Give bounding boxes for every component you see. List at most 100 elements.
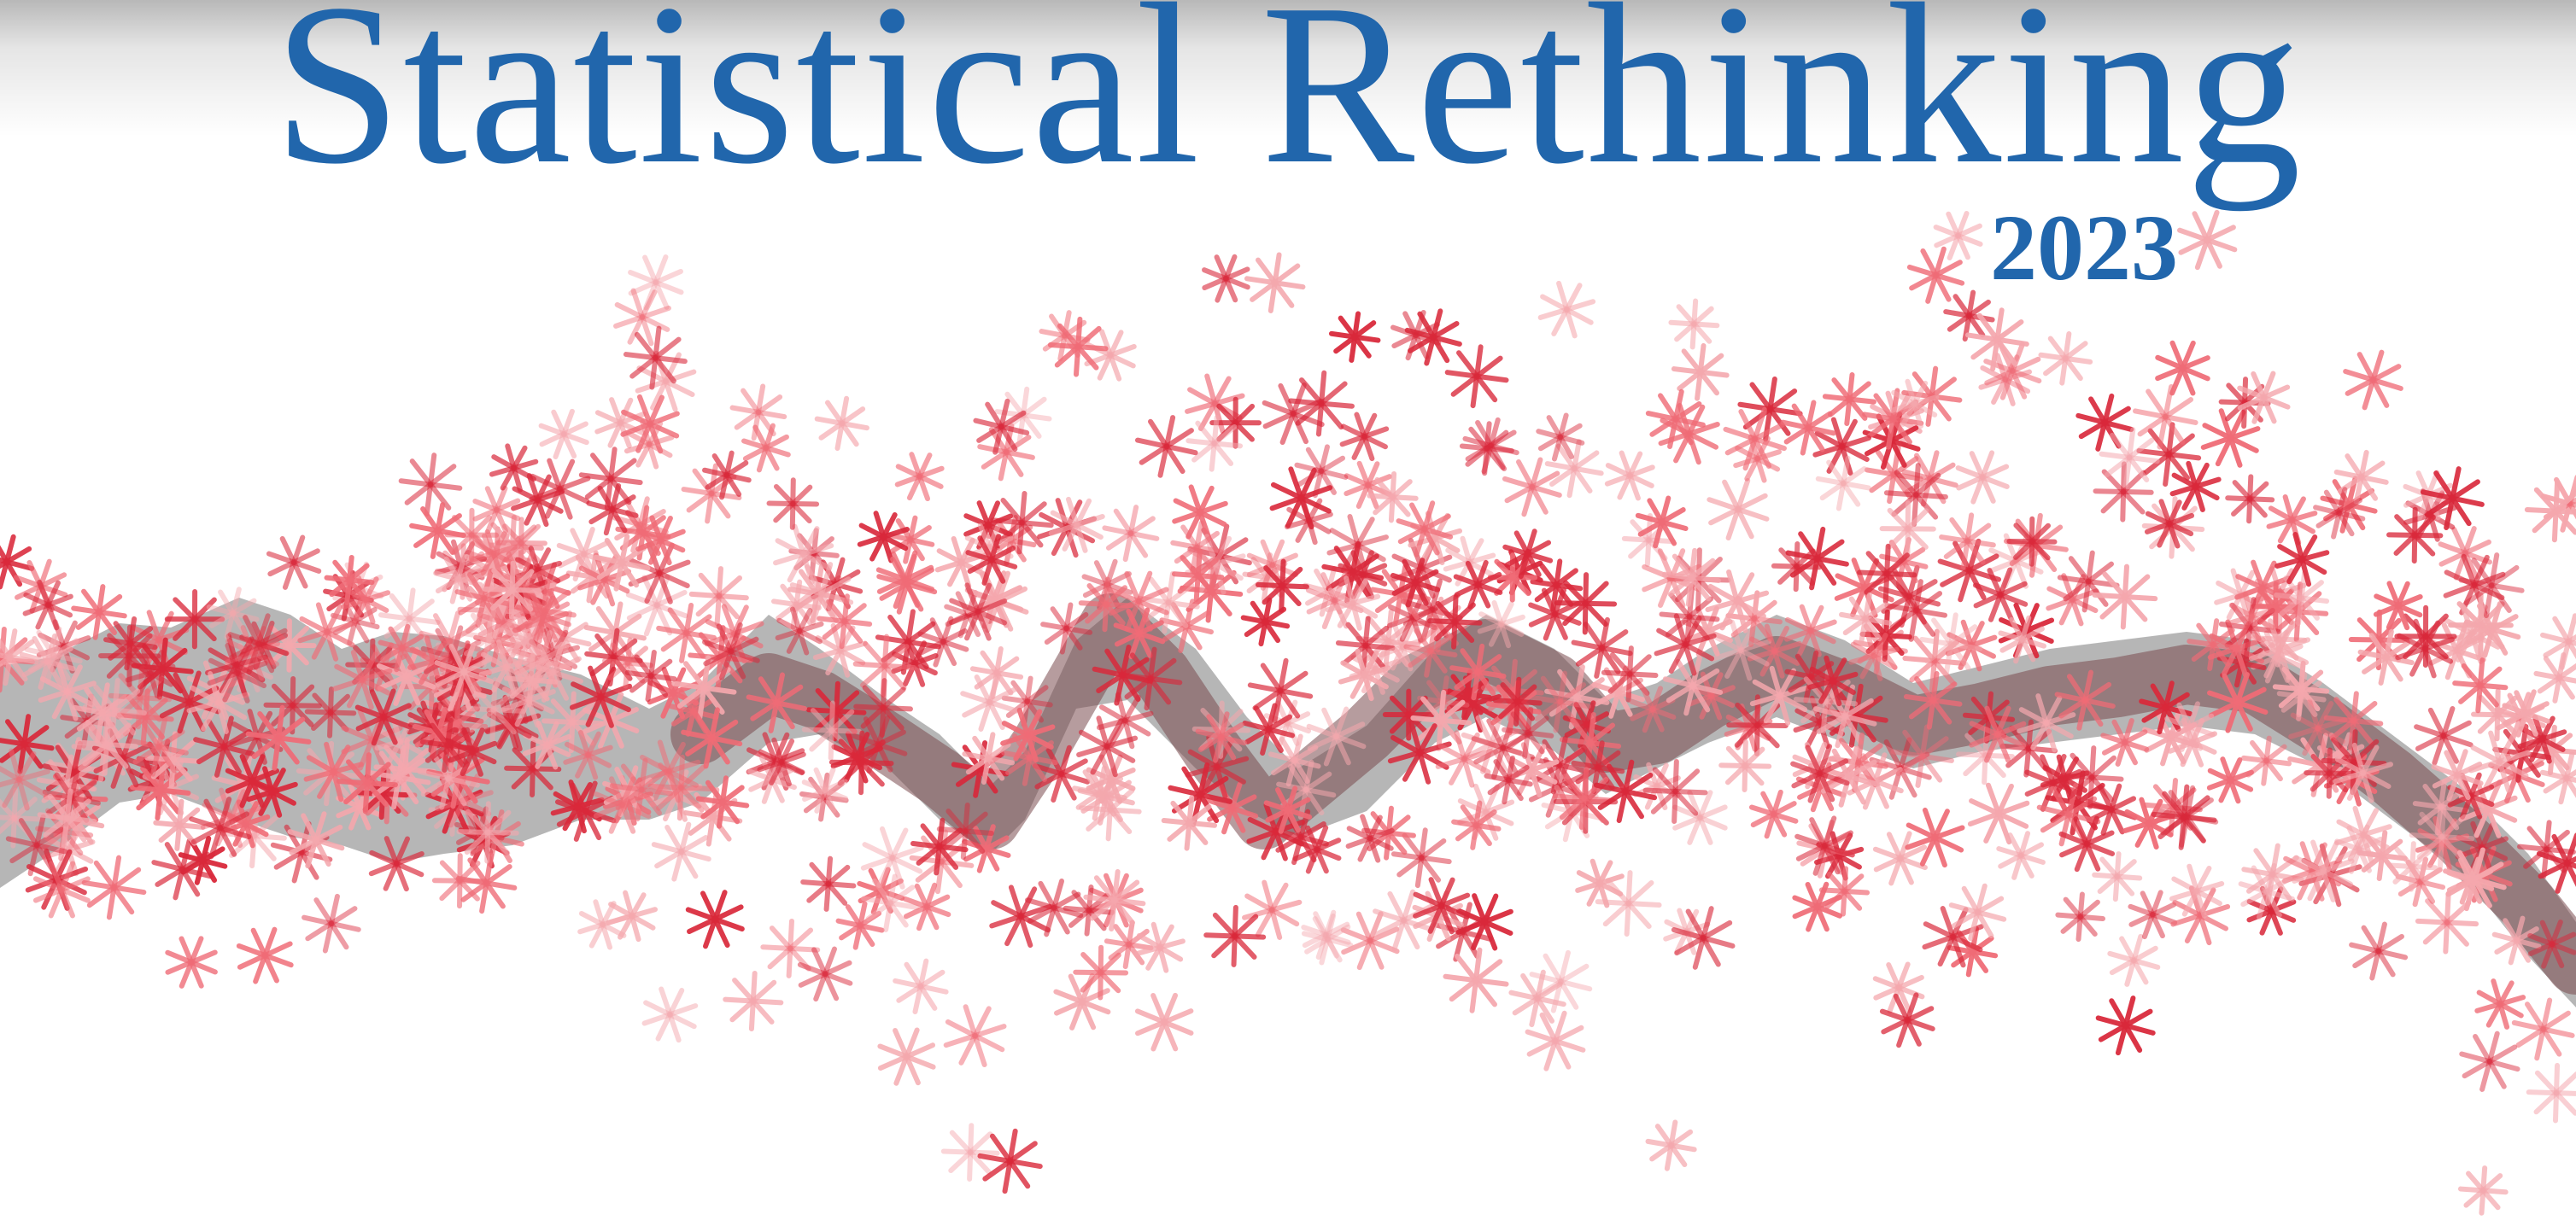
asterisk-icon [1172,484,1228,540]
asterisk-icon [917,616,969,668]
asterisk-icon [1161,795,1218,851]
asterisk-icon [1780,400,1836,456]
asterisk-icon [1328,311,1381,363]
asterisk-icon [2539,751,2576,805]
asterisk-icon [1593,759,1658,824]
asterisk-icon [2415,890,2479,955]
asterisk-icon [1390,827,1452,889]
asterisk-icon [354,688,413,746]
top-shade [0,0,2576,137]
asterisk-icon [1671,342,1730,401]
asterisk-icon [1073,944,1129,1001]
asterisk-icon [828,730,894,796]
asterisk-icon [746,672,808,733]
asterisk-icon [1822,371,1876,427]
asterisk-icon [1595,870,1662,937]
asterisk-icon [1024,879,1084,937]
asterisk-icon [943,1004,1007,1067]
asterisk-icon [2100,718,2150,767]
asterisk-icon [1783,604,1837,657]
asterisk-icon [2169,863,2225,919]
asterisk-icon [456,801,519,864]
asterisk-icon [1195,711,1247,763]
asterisk-icon [1102,505,1160,563]
asterisk-icon [0,628,39,686]
asterisk-icon [1134,992,1194,1052]
asterisk-icon [398,453,463,517]
asterisk-icon [1662,655,1724,716]
asterisk-icon [853,678,913,738]
asterisk-icon [1662,547,1721,607]
asterisk-icon [1807,655,1859,707]
asterisk-icon [1502,706,1554,759]
asterisk-icon [2218,597,2281,659]
asterisk-icon [225,625,280,681]
asterisk-icon [2274,570,2330,626]
asterisk-icon [1262,382,1325,446]
asterisk-icon [22,579,73,631]
asterisk-icon [593,534,651,592]
asterisk-icon [2017,693,2076,753]
asterisk-icon [324,554,375,605]
asterisk-icon [2227,591,2277,642]
asterisk-icon [2057,550,2120,613]
asterisk-icon [1905,807,1965,868]
asterisk-icon [2276,671,2327,721]
asterisk-icon [962,732,1016,785]
asterisk-icon [1902,628,1967,693]
asterisk-icon [1945,619,1998,672]
asterisk-icon [613,288,671,347]
asterisk-icon [1654,613,1717,676]
asterisk-icon [1749,665,1810,726]
asterisk-icon [1999,719,2058,778]
asterisk-icon [817,593,873,650]
asterisk-icon [125,648,176,698]
asterisk-icon [1658,402,1720,465]
asterisk-icon [835,901,885,950]
asterisk-icon [205,633,268,697]
asterisk-icon [24,626,83,685]
asterisk-icon [1339,412,1390,462]
asterisk-icon [577,899,629,950]
asterisk-icon [2133,383,2198,450]
asterisk-icon [2333,449,2389,505]
asterisk-icon [302,893,361,954]
asterisk-icon [1083,869,1146,931]
asterisk-icon [1451,800,1502,850]
asterisk-icon [153,798,206,851]
asterisk-icon [1890,724,1954,788]
asterisk-icon [2206,756,2254,804]
asterisk-icon [624,650,677,703]
asterisk-icon [245,704,312,771]
asterisk-icon [685,890,745,949]
asterisk-icon [688,566,749,627]
asterisk-icon [287,811,345,869]
asterisk-icon [861,873,920,932]
asterisk-icon [1705,569,1770,634]
asterisk-icon [886,515,935,564]
asterisk-icon [1301,909,1351,960]
asterisk-icon [1244,252,1306,313]
asterisk-icon [2415,815,2470,871]
asterisk-icon [1435,730,1494,788]
asterisk-icon [1202,254,1250,303]
asterisk-icon [1872,831,1928,886]
asterisk-icon [681,707,743,769]
asterisk-icon [977,1128,1043,1194]
asterisk-icon [2457,1165,2509,1216]
asterisk-icon [1601,645,1659,703]
asterisk-icon [1048,496,1105,553]
asterisk-icon [857,511,910,563]
asterisk-icon [2225,474,2275,524]
asterisk-icon [1072,765,1127,821]
asterisk-icon [1134,415,1198,478]
asterisk-icon [1444,344,1509,409]
asterisk-icon [894,452,945,502]
asterisk-icon [1047,316,1109,377]
asterisk-icon [1502,457,1562,517]
asterisk-icon [1848,630,1900,681]
asterisk-icon [236,926,294,984]
asterisk-icon [503,652,559,708]
asterisk-icon [801,767,849,814]
asterisk-icon [2386,841,2438,892]
